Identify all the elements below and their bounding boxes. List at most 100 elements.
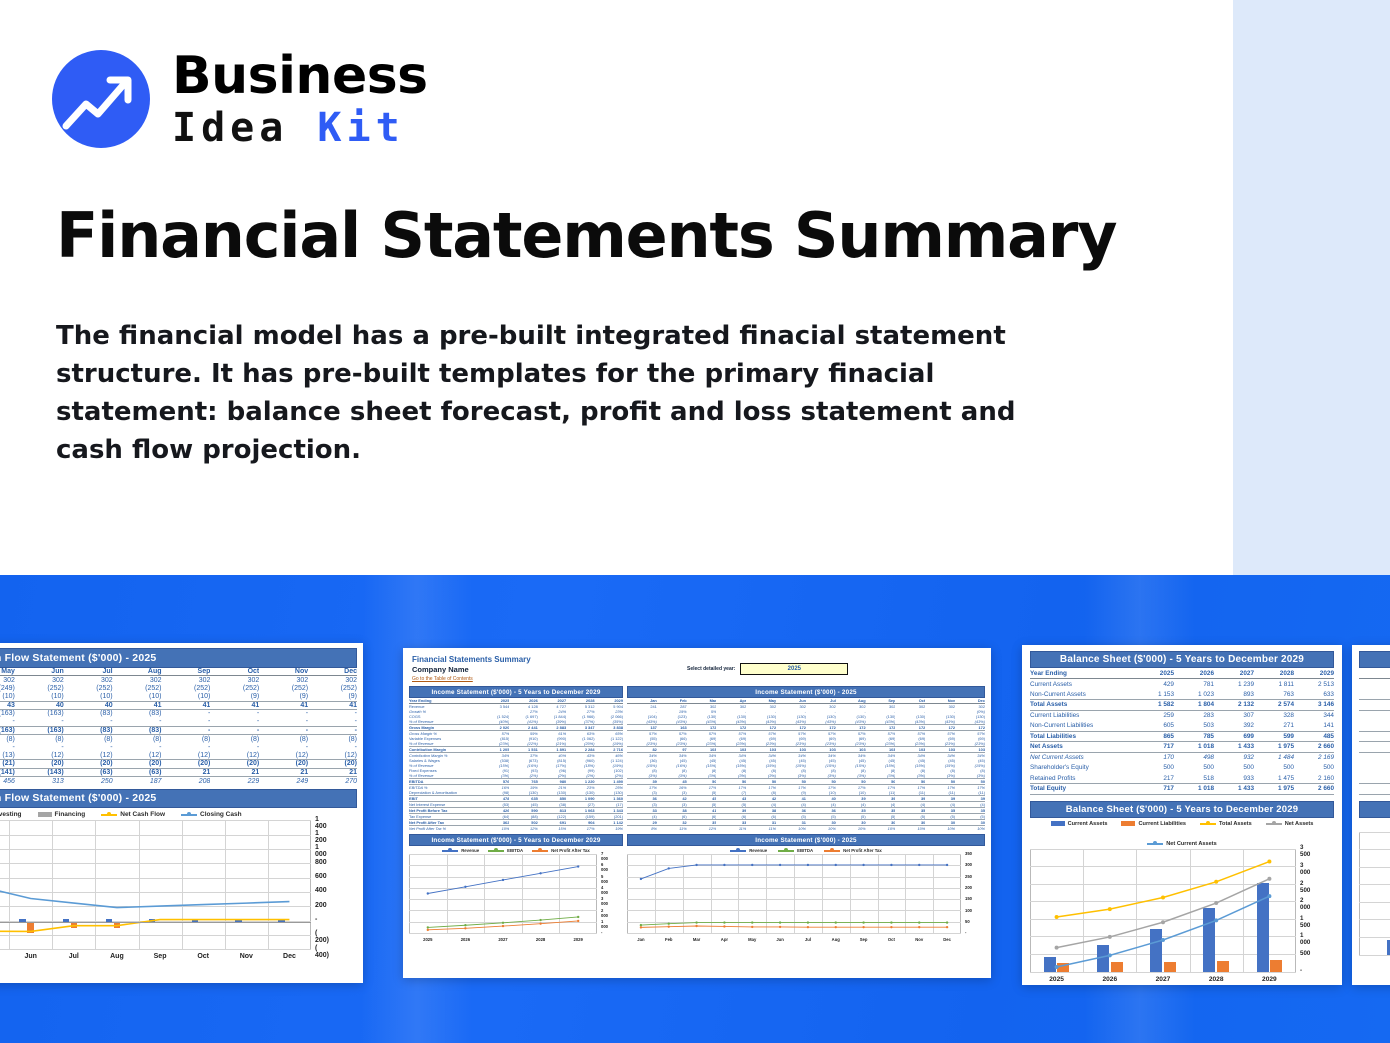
table-cell: (8): [980, 768, 985, 773]
y-axis-tick: 1 000: [1300, 932, 1311, 947]
monthly-balance-sheet-screenshot[interactable]: Jan1 1741241 297936927865121 08150012512…: [1352, 645, 1390, 985]
table-cell: -: [12, 718, 15, 726]
legend-item: Net Current Assets: [1147, 840, 1217, 847]
table-cell: (130): [613, 790, 623, 795]
table-cell: (21%): [555, 741, 567, 746]
year-ending-label: Year Ending: [409, 698, 481, 704]
table-row: --------: [0, 743, 357, 751]
row-label: Growth %: [409, 709, 427, 714]
table-cell: -: [259, 725, 309, 736]
table-cell: 5%: [710, 709, 717, 714]
table-cell: 50: [955, 778, 985, 785]
table-cell: (130): [767, 714, 777, 719]
table-cell: (12): [149, 751, 162, 759]
table-cell: (815): [557, 758, 567, 763]
column-header: Apr: [716, 698, 747, 704]
table-cell: 1 531: [509, 746, 538, 753]
monthly-income-chart-legend: Revenue EBITDA Net Profit After Tax: [627, 847, 985, 853]
y-axis-tick: 500: [1300, 949, 1311, 957]
table-of-contents-link[interactable]: Go to the Table of Contents: [412, 676, 473, 682]
table-cell: (20): [63, 759, 113, 769]
table-cell: 500: [1359, 763, 1390, 774]
table-cell: 699: [1214, 730, 1254, 742]
table-cell: 1 018: [1174, 783, 1214, 795]
legend-label: Net Cash Flow: [120, 811, 166, 819]
table-cell: 503: [1203, 722, 1214, 729]
table-cell: 35: [955, 807, 985, 814]
column-header: Mar: [686, 698, 717, 704]
table-cell: 605: [1163, 722, 1174, 729]
column-header: 2026: [1174, 668, 1214, 679]
table-cell: (23%): [974, 741, 985, 746]
table-cell: (130): [886, 714, 896, 719]
table-cell: (20): [161, 759, 211, 769]
table-cell: (9): [801, 790, 806, 795]
table-cell: 41: [161, 700, 211, 710]
bar: [1163, 961, 1176, 973]
table-cell: 103: [776, 746, 806, 753]
table-cell: (10): [858, 790, 866, 795]
annual-income-chart-title: Income Statement ($'000) - 5 Years to De…: [409, 834, 623, 846]
table-row: Gross Margin % 57% 59% 61% 63% 65%: [409, 731, 623, 736]
row-label: Contribution Margin: [409, 746, 481, 753]
x-axis-label: Jun: [24, 953, 37, 961]
table-header-row: Year Ending 2025 2026 2027 2028 2029: [1030, 668, 1334, 679]
hero-right-tint-panel: [1233, 0, 1390, 575]
table-cell: (43%): [885, 719, 896, 724]
year-selector-input[interactable]: 2025: [740, 663, 849, 675]
table-row: Net Assets 717 1 018 1 433 1 975 2 660: [1030, 741, 1334, 753]
table-cell: 302: [978, 704, 986, 709]
table-cell: 302: [799, 704, 806, 709]
table-row: (3) (3) (5) (7) (8) (9) (10) (10) (11) (11) (11) (1…: [627, 790, 985, 796]
table-row: 43 40 40 41 41 41 41 41: [0, 700, 357, 710]
y-axis-tick: 3 500: [1300, 844, 1311, 859]
table-cell: -: [834, 709, 836, 714]
cash-flow-screenshot[interactable]: Cash Flow Statement ($'000) - 2025 MayJu…: [0, 643, 363, 983]
x-axis-label: Sep: [859, 937, 868, 942]
gridline: [446, 854, 448, 934]
table-cell: 17%: [857, 785, 866, 790]
table-row: % of Revenue (23%) (22%) (21%) (20%) (19%): [409, 741, 623, 747]
table-cell: (12): [51, 751, 64, 759]
table-cell: (8): [652, 768, 657, 773]
table-cell: 63%: [586, 731, 595, 736]
table-cell: (123): [677, 714, 687, 719]
table-cell: 500: [1203, 764, 1214, 772]
table-cell: (8): [741, 768, 747, 773]
table-cell: 163: [656, 724, 687, 731]
table-cell: (8): [831, 768, 836, 773]
table-cell: 36: [776, 807, 806, 814]
table-cell: 57%: [738, 731, 747, 736]
table-cell: 39: [865, 795, 896, 802]
table-cell: (5): [890, 814, 896, 819]
x-axis-label: 2026: [460, 937, 471, 942]
table-cell: (15%): [885, 763, 896, 768]
table-cell: 57%: [977, 731, 985, 736]
table-cell: 1 205: [481, 746, 510, 753]
table-cell: 29: [627, 819, 657, 826]
table-cell: (12): [344, 751, 357, 759]
table-cell: (6): [681, 814, 687, 819]
table-cell: 1 433: [1214, 741, 1254, 753]
financial-summary-screenshot[interactable]: Financial Statements Summary Company Nam…: [403, 648, 991, 978]
table-row: Shareholder's Equity 500 500 500 500 500: [1030, 763, 1334, 774]
column-header: Oct: [210, 667, 260, 677]
table-row: 17% 16% 17% 17% 17% 17% 17% 17% 17% 17% 17% 17%: [627, 785, 985, 790]
table-cell: -: [208, 718, 211, 726]
table-cell: 57%: [947, 731, 956, 736]
table-cell: (19%): [612, 763, 623, 768]
table-cell: (12): [295, 751, 309, 759]
table-cell: (2%): [586, 773, 595, 778]
table-cell: (9): [348, 693, 357, 701]
legend-label: Revenue: [461, 848, 480, 853]
row-label: Current Liabilities: [1030, 712, 1080, 719]
balance-sheet-screenshot[interactable]: Balance Sheet ($'000) - 5 Years to Decem…: [1022, 645, 1342, 985]
table-cell: 59%: [529, 731, 538, 736]
column-header: 2025: [1134, 668, 1174, 679]
row-label: Gross Margin: [409, 724, 481, 731]
table-row: Tax Expense (64) (88) (122) (159) (201): [409, 814, 623, 820]
x-axis-label: May: [748, 937, 757, 942]
table-cell: (63): [112, 767, 162, 778]
table-cell: 17%: [649, 785, 657, 790]
table-row: Fixed Expenses (91) (93) (96) (99) (102): [409, 768, 623, 773]
